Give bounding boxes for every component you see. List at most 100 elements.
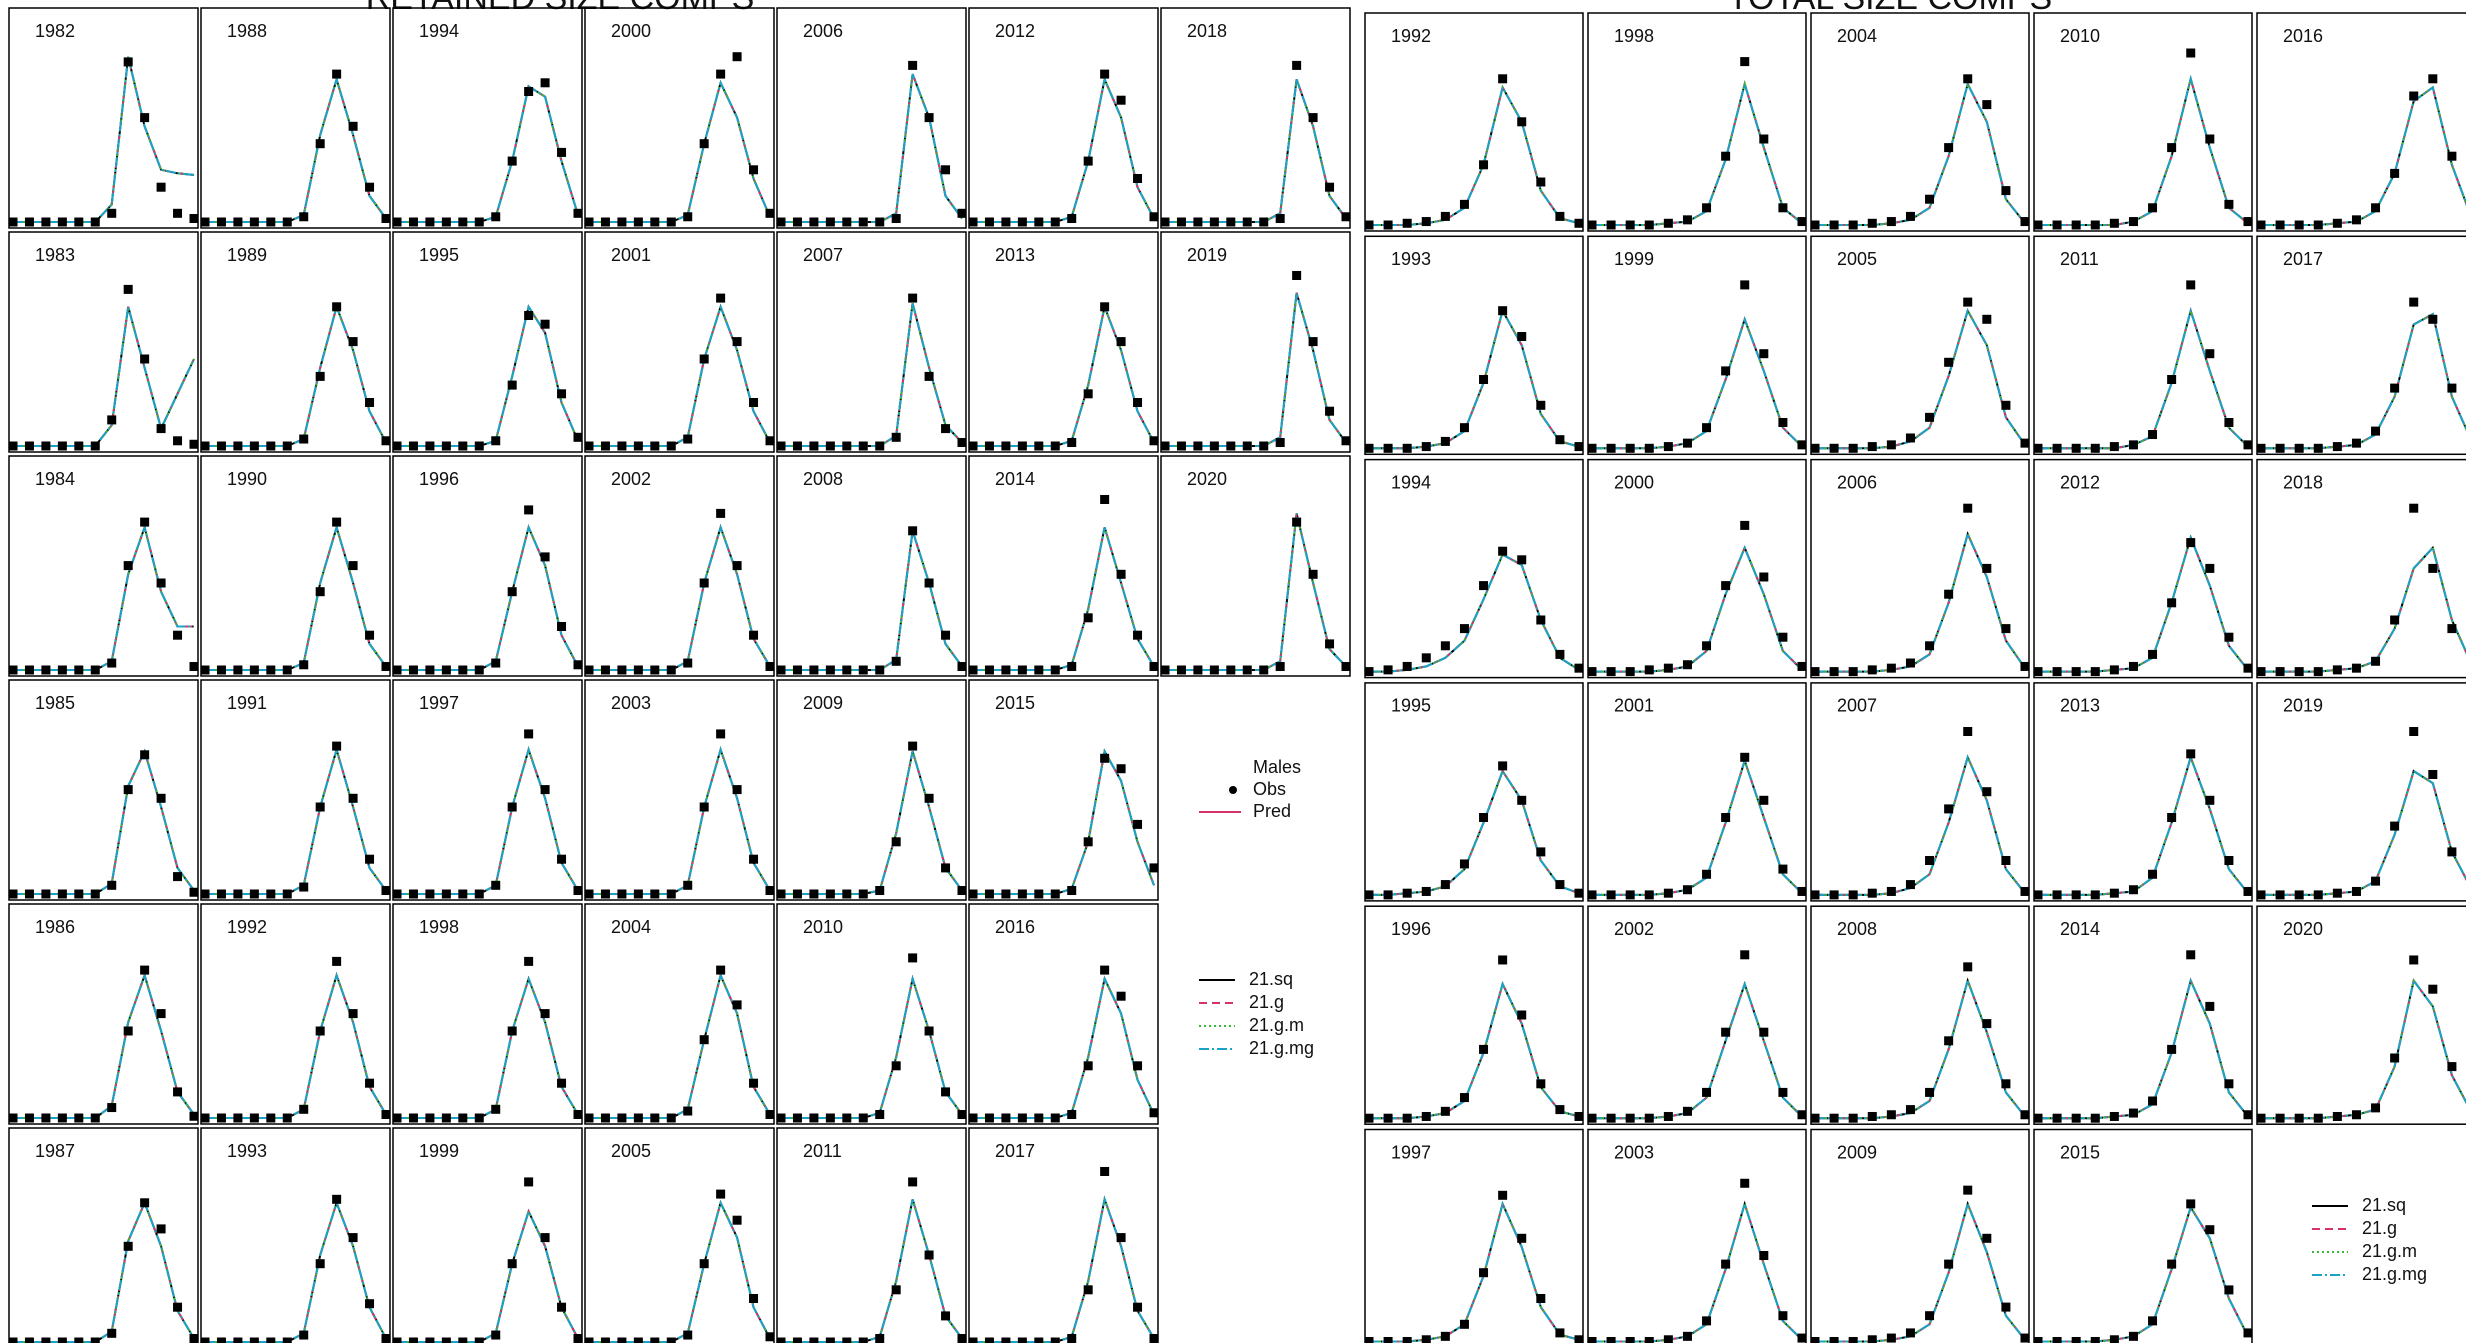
panel-label: 2006 [803, 21, 843, 41]
pred-line [1369, 553, 1580, 673]
pred-line [1369, 981, 1580, 1120]
obs-point [1402, 218, 1412, 228]
pred-line [1592, 316, 1803, 450]
obs-point [24, 441, 34, 451]
panel-label: 2011 [803, 1141, 842, 1161]
obs-point [1050, 441, 1060, 451]
obs-point [842, 1113, 852, 1123]
pred-line [2038, 74, 2249, 226]
panel-frame [584, 1127, 775, 1343]
pred-line [205, 303, 387, 447]
panel-frame [8, 7, 199, 229]
obs-point [156, 1224, 166, 1234]
obs-point [2243, 440, 2253, 450]
obs-point [1829, 890, 1839, 900]
pred-line [1592, 980, 1803, 1120]
obs-point [825, 1113, 835, 1123]
pred-line [973, 748, 1155, 895]
obs-point [2148, 1316, 2158, 1326]
obs-point [381, 214, 391, 224]
obs-point [1925, 856, 1935, 865]
obs-point [1383, 1113, 1393, 1123]
obs-point [957, 438, 967, 448]
obs-point [891, 1285, 901, 1295]
obs-point [173, 436, 183, 446]
pred-line [589, 79, 771, 223]
pred-line [13, 306, 195, 447]
obs-point [540, 552, 550, 562]
pred-line [2261, 978, 2466, 1120]
obs-point [584, 665, 594, 675]
obs-point [1498, 761, 1508, 771]
obs-point [716, 508, 726, 518]
obs-point [1149, 662, 1159, 672]
obs-point [1810, 667, 1820, 677]
obs-point [1587, 443, 1597, 453]
obs-point [1810, 1337, 1820, 1343]
pred-line [973, 303, 1155, 447]
pred-line [1815, 754, 2026, 896]
pred-line [397, 524, 579, 671]
panel-frame [1160, 455, 1351, 677]
obs-point [617, 889, 627, 899]
obs-point [557, 147, 567, 157]
pred-line [973, 975, 1155, 1119]
obs-point [2351, 886, 2361, 896]
legend-obs-symbol [1229, 786, 1237, 794]
pred-line [2038, 1204, 2249, 1343]
obs-point [1721, 151, 1731, 161]
obs-point [1116, 1233, 1126, 1243]
obs-point [266, 1113, 276, 1123]
panel-label: 2000 [611, 21, 651, 41]
obs-point [348, 561, 358, 571]
obs-point [1848, 667, 1858, 677]
pred-line [1369, 1200, 1580, 1343]
obs-point [941, 863, 951, 873]
pred-line [1369, 84, 1580, 226]
obs-point [1663, 888, 1673, 898]
obs-point [2351, 215, 2361, 225]
obs-point [2090, 443, 2100, 453]
panel: 1984 [8, 455, 199, 677]
obs-point [732, 52, 742, 62]
obs-point [584, 889, 594, 899]
obs-point [716, 293, 726, 303]
obs-point [1905, 658, 1915, 668]
obs-point [2243, 217, 2253, 227]
obs-point [891, 656, 901, 666]
panel-label: 1983 [35, 245, 75, 265]
obs-point [365, 630, 375, 640]
obs-point [90, 1113, 100, 1123]
obs-point [2332, 218, 2342, 228]
obs-point [633, 1337, 643, 1343]
obs-point [365, 182, 375, 192]
obs-point [1886, 1110, 1896, 1120]
obs-point [1682, 1331, 1692, 1341]
obs-point [1682, 438, 1692, 448]
pred-line [781, 751, 963, 895]
pred-line [2261, 978, 2466, 1120]
pred-line [1592, 1200, 1803, 1343]
panel-label: 2014 [995, 469, 1035, 489]
obs-point [425, 889, 435, 899]
pred-line [397, 304, 579, 447]
pred-line [205, 1199, 387, 1343]
obs-point [2224, 632, 2234, 642]
panel-frame [2256, 12, 2466, 232]
panel-frame [1587, 12, 1807, 232]
pred-line [973, 75, 1155, 223]
obs-point [1498, 546, 1508, 556]
panel-label: 2016 [995, 917, 1035, 937]
obs-point [189, 1111, 199, 1121]
obs-point [1292, 270, 1302, 280]
legend-label: 21.g [1249, 992, 1284, 1012]
obs-point [875, 665, 885, 675]
obs-point [1479, 1044, 1489, 1054]
panel: 2003 [1587, 1128, 1807, 1343]
obs-point [765, 1332, 775, 1342]
obs-point [2001, 856, 2011, 865]
panel: 2011 [776, 1127, 967, 1343]
obs-point [408, 1337, 418, 1343]
obs-point [1963, 1185, 1973, 1195]
obs-point [2313, 1113, 2323, 1123]
